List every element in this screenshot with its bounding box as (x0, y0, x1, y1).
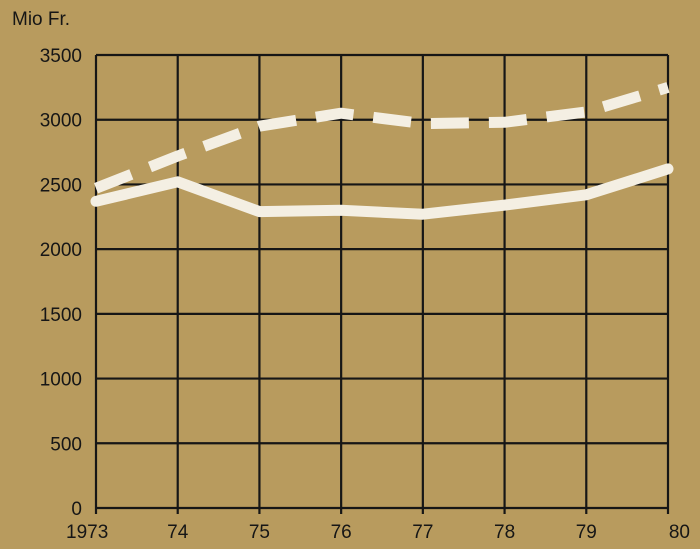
y-tick-label-500: 500 (50, 434, 82, 455)
x-tick-label-77: 77 (412, 522, 433, 543)
x-tick-label-76: 76 (331, 522, 352, 543)
x-tick-label-1973: 1973 (66, 522, 108, 543)
x-tick-label-74: 74 (167, 522, 189, 543)
y-tick-label-1500: 1500 (40, 305, 82, 326)
x-tick-label-79: 79 (576, 522, 597, 543)
y-tick-label-3500: 3500 (40, 46, 82, 67)
x-tick-label-80: 80 (669, 522, 690, 543)
x-tick-label-78: 78 (494, 522, 515, 543)
tick-labels: 0 500 1000 1500 2000 2500 3000 3500 1973 74 75 76 77… (40, 46, 690, 543)
x-tick-label-75: 75 (249, 522, 270, 543)
y-tick-label-2000: 2000 (40, 240, 82, 261)
series-line-dashed (93, 82, 670, 194)
y-tick-label-2500: 2500 (40, 175, 82, 196)
y-axis-unit-label: Mio Fr. (12, 9, 70, 30)
series-line-solid (90, 163, 674, 220)
y-tick-label-0: 0 (71, 499, 82, 520)
y-tick-label-3000: 3000 (40, 111, 82, 132)
y-tick-label-1000: 1000 (40, 370, 82, 391)
series-group (90, 82, 674, 220)
